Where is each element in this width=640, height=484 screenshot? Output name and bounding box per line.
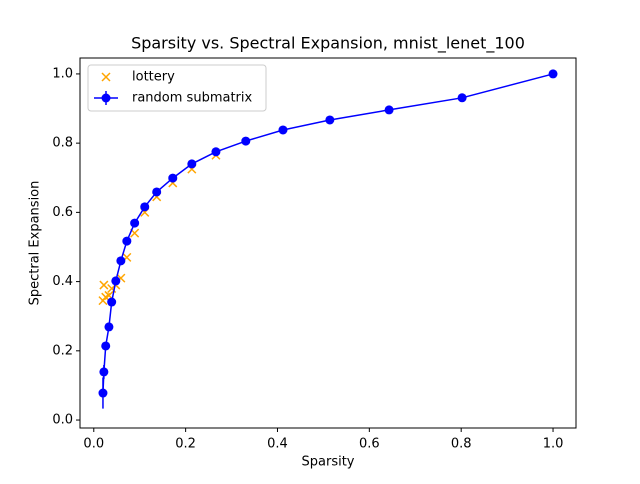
chart-title: Sparsity vs. Spectral Expansion, mnist_l… [131, 34, 525, 54]
data-point [104, 322, 114, 332]
legend-label: random submatrix [132, 91, 252, 106]
x-tick-label: 0.8 [451, 437, 472, 452]
data-point [111, 276, 121, 286]
data-point [384, 105, 394, 115]
y-axis-label: Spectral Expansion [28, 181, 43, 306]
data-point [548, 69, 558, 79]
legend-marker [101, 72, 111, 82]
x-tick-label: 0.6 [359, 437, 380, 452]
legend-marker [101, 93, 111, 103]
data-point [99, 280, 109, 290]
plot-frame [79, 57, 577, 429]
data-point [101, 341, 111, 351]
data-point [457, 93, 467, 103]
x-tick-label: 0.0 [83, 437, 104, 452]
data-point [98, 388, 108, 398]
data-point [278, 125, 288, 135]
data-point [325, 115, 335, 125]
y-tick-label: 1.0 [52, 66, 73, 81]
data-point [99, 367, 109, 377]
data-point [168, 173, 178, 183]
y-tick-label: 0.4 [52, 274, 73, 289]
legend-box [87, 64, 267, 112]
x-tick-label: 0.4 [267, 437, 288, 452]
x-axis-label: Sparsity [302, 455, 355, 470]
data-point [241, 136, 251, 146]
y-tick-label: 0.8 [52, 136, 73, 151]
legend-label: lottery [132, 70, 175, 85]
data-point [187, 159, 197, 169]
y-tick-label: 0.6 [52, 205, 73, 220]
x-tick-label: 0.2 [175, 437, 196, 452]
y-tick-label: 0.2 [52, 343, 73, 358]
data-point [107, 297, 117, 307]
data-point [122, 236, 132, 246]
data-point [130, 218, 140, 228]
data-point [140, 202, 150, 212]
x-tick-label: 1.0 [543, 437, 564, 452]
data-point [152, 187, 162, 197]
data-point [211, 147, 221, 157]
y-tick-label: 0.0 [52, 413, 73, 428]
data-point [116, 256, 126, 266]
